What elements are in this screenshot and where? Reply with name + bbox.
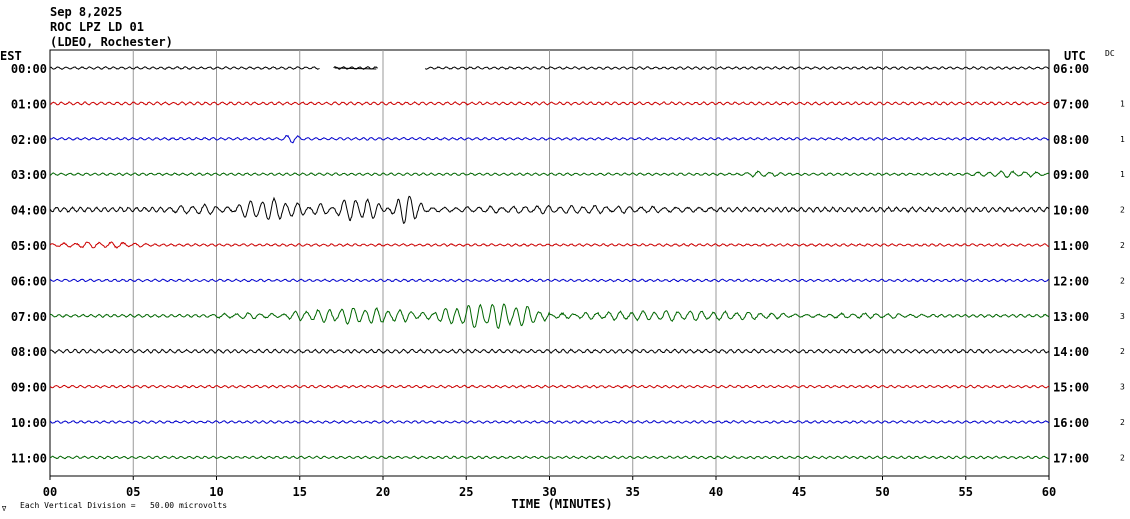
x-tick-label: 00 xyxy=(43,485,57,499)
row-label-utc: 17:00 xyxy=(1053,451,1089,465)
x-tick-label: 20 xyxy=(376,485,390,499)
row-dc-value: 2 xyxy=(1120,241,1125,250)
x-tick-label: 35 xyxy=(626,485,640,499)
trace-row xyxy=(49,195,1050,224)
header-network: (LDEO, Rochester) xyxy=(50,35,173,49)
row-label-est: 09:00 xyxy=(11,381,47,395)
row-label-est: 08:00 xyxy=(11,345,47,359)
row-label-utc: 11:00 xyxy=(1053,239,1089,253)
scale-note-icon: ∇ xyxy=(1,505,7,513)
trace-row xyxy=(49,384,1050,389)
row-label-est: 01:00 xyxy=(11,97,47,111)
row-label-est: 11:00 xyxy=(11,451,47,465)
row-dc-value: 2 xyxy=(1120,206,1125,215)
row-dc-value: 3 xyxy=(1120,383,1125,392)
row-label-est: 04:00 xyxy=(11,204,47,218)
row-label-utc: 15:00 xyxy=(1053,381,1089,395)
x-tick-label: 50 xyxy=(875,485,889,499)
x-tick-label: 10 xyxy=(209,485,223,499)
row-label-utc: 16:00 xyxy=(1053,416,1089,430)
row-label-est: 07:00 xyxy=(11,310,47,324)
trace-row xyxy=(49,134,1050,144)
row-label-est: 06:00 xyxy=(11,274,47,288)
left-zone-label: EST xyxy=(0,49,22,63)
row-dc-value: 2 xyxy=(1120,276,1125,285)
row-label-est: 03:00 xyxy=(11,168,47,182)
trace-row xyxy=(49,170,1050,179)
x-tick-label: 40 xyxy=(709,485,723,499)
header-date: Sep 8,2025 xyxy=(50,5,122,19)
x-axis-ticks: 00 05 10 15 20 25 30 35 40 45 50 55 60 xyxy=(43,476,1056,499)
trace-row xyxy=(50,241,1050,249)
row-label-utc: 07:00 xyxy=(1053,97,1089,111)
x-tick-label: 30 xyxy=(542,485,556,499)
x-tick-label: 15 xyxy=(293,485,307,499)
trace-row xyxy=(49,348,1050,354)
trace-row xyxy=(50,419,1050,424)
scale-note: ∇ Each Vertical Division = 50.00 microvo… xyxy=(1,501,227,513)
row-dc-value: 2 xyxy=(1120,453,1125,462)
trace-layer xyxy=(49,66,1050,460)
row-dc-value: 1 xyxy=(1120,170,1125,179)
x-tick-label: 55 xyxy=(959,485,973,499)
trace-row xyxy=(49,455,1050,460)
trace-fragment xyxy=(334,67,377,70)
trace-row xyxy=(49,303,1050,329)
row-label-utc: 12:00 xyxy=(1053,274,1089,288)
x-tick-label: 45 xyxy=(792,485,806,499)
row-dc-value: 1 xyxy=(1120,99,1125,108)
dc-label: DC xyxy=(1105,49,1115,58)
row-label-est: 00:00 xyxy=(11,62,47,76)
row-dc-value: 2 xyxy=(1120,347,1125,356)
x-axis-label: TIME (MINUTES) xyxy=(511,497,612,511)
right-zone-label: UTC xyxy=(1064,49,1086,63)
row-label-utc: 08:00 xyxy=(1053,133,1089,147)
row-label-est: 02:00 xyxy=(11,133,47,147)
row-label-utc: 10:00 xyxy=(1053,204,1089,218)
row-label-utc: 13:00 xyxy=(1053,310,1089,324)
trace-row xyxy=(49,278,1050,283)
row-dc-value: 1 xyxy=(1120,135,1125,144)
x-tick-label: 25 xyxy=(459,485,473,499)
header-station: ROC LPZ LD 01 xyxy=(50,20,144,34)
grid-lines xyxy=(132,50,967,476)
row-dc-value: 2 xyxy=(1120,418,1125,427)
trace-row xyxy=(49,101,1050,106)
row-label-utc: 09:00 xyxy=(1053,168,1089,182)
x-tick-label: 60 xyxy=(1042,485,1056,499)
row-dc-value: 3 xyxy=(1120,312,1125,321)
row-labels: 00:00 06:00 01:00 07:00 1 02:00 08:00 1 03:00 09:… xyxy=(11,62,1125,465)
row-label-est: 10:00 xyxy=(11,416,47,430)
row-label-utc: 06:00 xyxy=(1053,62,1089,76)
scale-note-text: Each Vertical Division = 50.00 microvolt… xyxy=(20,501,227,510)
x-tick-label: 05 xyxy=(126,485,140,499)
row-label-est: 05:00 xyxy=(11,239,47,253)
row-label-utc: 14:00 xyxy=(1053,345,1089,359)
